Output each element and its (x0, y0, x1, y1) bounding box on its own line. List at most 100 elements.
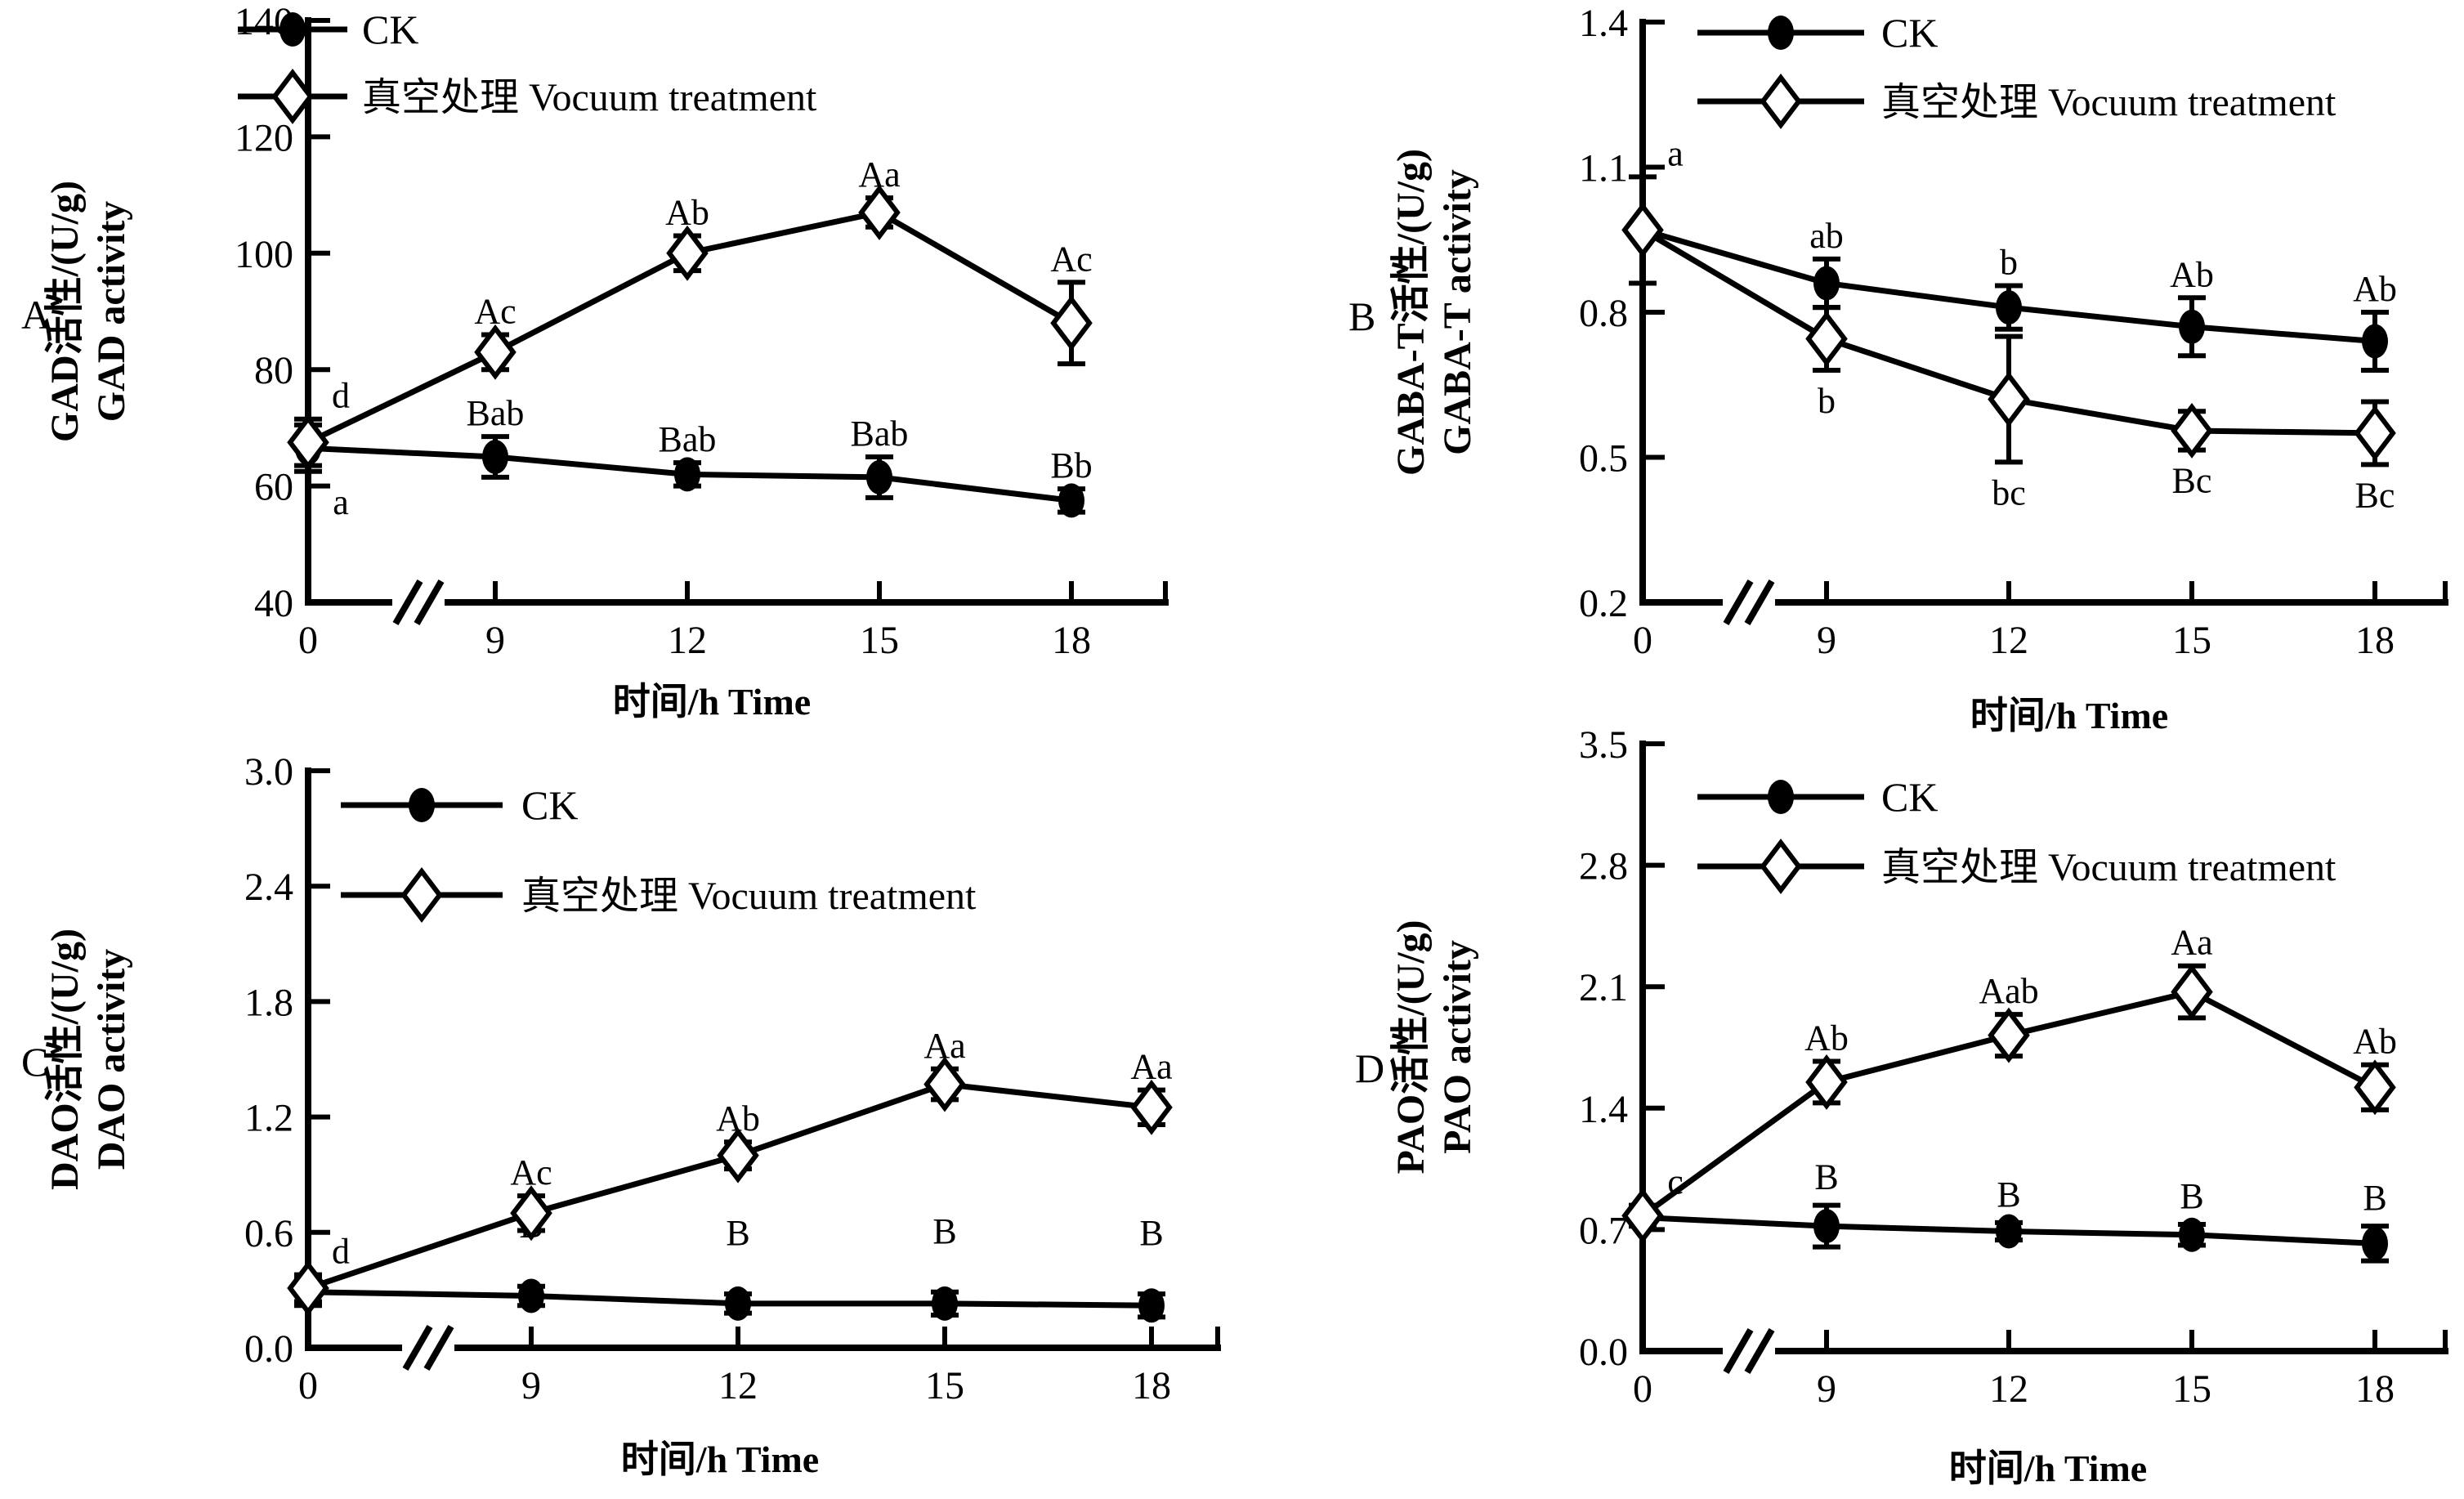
panel-B-x-axis-title: 时间/h Time (1970, 695, 2168, 736)
panel-C-series-treatment-point-15h (923, 1056, 966, 1112)
panel-B-sig-label-ck-15h: Ab (2170, 254, 2214, 294)
panel-B-y-tick-label: 0.5 (1579, 437, 1628, 481)
panel-D-sig-label-treatment-9h: Ab (1804, 1018, 1849, 1058)
panel-A-x-tick-label: 0 (298, 619, 318, 662)
panel-B-legend-ck-label: CK (1881, 10, 1938, 56)
panel-B-sig-label-ck-18h: Ab (2353, 269, 2397, 309)
panel-A-series-treatment-point-9h (474, 324, 517, 380)
panel-B-y-axis-title-cn: GABA-T活性/(U/g) (1389, 149, 1433, 476)
panel-D-sig-label-ck-9h: B (1814, 1157, 1838, 1197)
panel-C: 0.00.61.21.82.43.009121518BBBBdAcAbAaAaC… (21, 750, 1221, 1480)
panel-D-x-tick-label: 9 (1817, 1367, 1836, 1411)
panel-B-series-treatment-point-9h (1805, 311, 1848, 367)
panel-B-y-tick-label: 1.1 (1579, 147, 1628, 190)
panel-B-series-treatment-point-0h (1621, 202, 1664, 258)
panel-B-x-tick-label: 12 (1989, 619, 2028, 662)
panel-A-series-ck-point-18h (1058, 483, 1084, 518)
panel-A-series-ck-point-12h (674, 457, 700, 492)
panel-D-series-ck-point-18h (2362, 1226, 2388, 1261)
panel-C-sig-label-treatment-12h: Ab (716, 1099, 760, 1139)
panel-B: 0.2 0.5 0.8 1.1 1.4 0 9 12 15 18 a ab b Ab Ab b bc Bc Bc CK… (1348, 2, 2448, 736)
axis-break-icon (1744, 1328, 1775, 1374)
axis-break-gap (1723, 1346, 1775, 1356)
panel-C-x-tick-label: 0 (298, 1364, 318, 1407)
panel-D-series-ck-point-15h (2179, 1217, 2205, 1252)
panel-B-x-tick-label: 0 (1633, 619, 1652, 662)
panel-C-legend-ck-marker (409, 788, 435, 822)
panel-D-y-axis-title-cn: PAO活性/(U/g) (1389, 920, 1433, 1174)
panel-D-sig-label-ck-12h: B (1997, 1175, 2020, 1215)
panel-C-series-treatment-point-12h (717, 1127, 759, 1184)
panel-B-sig-label-treatment-12h: bc (1992, 472, 2026, 512)
panel-C-series-ck-point-12h (725, 1286, 751, 1321)
panel-C-y-tick-label: 2.4 (244, 866, 293, 909)
axis-break-icon (1723, 579, 1754, 625)
panel-C-sig-label-ck-18h: B (1139, 1213, 1163, 1253)
panel-D-series-treatment-point-18h (2354, 1059, 2396, 1116)
panel-C-sig-label-treatment-18h: Aa (1130, 1047, 1172, 1087)
panel-D-x-tick-label: 0 (1633, 1367, 1652, 1411)
panel-C-sig-label-treatment-15h: Aa (923, 1026, 965, 1066)
panel-D-legend-treatment-marker (1760, 839, 1802, 894)
panel-D-y-tick-label: 2.8 (1579, 845, 1628, 888)
axis-break-icon (1723, 1328, 1754, 1374)
panel-C-series-treatment-point-18h (1130, 1079, 1173, 1135)
panel-B-series-ck-point-12h (1996, 290, 2022, 325)
panel-D-series-ck-point-9h (1813, 1209, 1840, 1244)
panel-D-letter: D (1355, 1045, 1384, 1091)
panel-D-series-treatment-point-9h (1805, 1054, 1848, 1110)
panel-C-sig-label-ck-15h: B (932, 1211, 956, 1251)
panel-B-series-treatment-point-18h (2354, 405, 2396, 461)
panel-A-sig-label-treatment-18h: Ac (1050, 239, 1092, 279)
panel-A-series-ck-point-15h (866, 459, 892, 494)
panel-B-y-tick-label: 1.4 (1579, 2, 1628, 45)
panel-A-x-tick-label: 18 (1052, 619, 1091, 662)
axis-break-icon (402, 1325, 433, 1371)
panel-A-sig-label-ck-9h: Bab (467, 393, 525, 433)
axis-break-icon (414, 579, 445, 625)
panel-C-x-axis-title: 时间/h Time (621, 1439, 819, 1480)
panel-C-series-treatment-point-9h (510, 1185, 552, 1242)
panel-B-sig-label-ck-9h: ab (1809, 216, 1844, 256)
panel-A-legend-ck-label: CK (362, 7, 418, 52)
panel-C-series-treatment-point-0h (287, 1260, 329, 1317)
panel-A-legend-ck-marker (279, 12, 306, 47)
panel-D-series-ck-point-12h (1996, 1214, 2022, 1249)
panel-A-y-axis-title-en: GAD activity (90, 201, 133, 423)
panel-A-x-tick-label: 12 (668, 619, 707, 662)
panel-A-sig-label-treatment-15h: Aa (858, 154, 900, 195)
panel-A-sig-label-ck-18h: Bb (1050, 445, 1092, 485)
panel-D-sig-label-ck-18h: B (2363, 1178, 2386, 1218)
panel-B-y-tick-label: 0.2 (1579, 582, 1628, 625)
panel-C-x-tick-label: 12 (718, 1364, 758, 1407)
panel-D-series-treatment-point-0h (1621, 1188, 1664, 1244)
panel-B-series-treatment-point-12h (1988, 371, 2030, 427)
panel-B-series-ck-point-18h (2362, 324, 2388, 359)
panel-A-series-ck-point-9h (482, 440, 508, 474)
panel-D-sig-label-treatment-12h: Aab (1979, 971, 2038, 1011)
panel-A-sig-label-treatment-0h: d (332, 376, 350, 416)
panel-B-x-tick-label: 15 (2172, 619, 2211, 662)
panel-D-sig-label-treatment-0h: c (1667, 1162, 1684, 1202)
panel-C-series-ck-point-15h (932, 1286, 958, 1321)
panel-A-x-tick-label: 9 (485, 619, 505, 662)
panel-D-y-tick-label: 3.5 (1579, 723, 1628, 767)
panel-A-sig-label-ck-12h: Bab (659, 419, 717, 459)
panel-A-y-tick-label: 60 (254, 466, 293, 509)
panel-B-x-tick-label: 18 (2355, 619, 2395, 662)
panel-D-x-tick-label: 12 (1989, 1367, 2028, 1411)
panel-A-sig-label-ck-0h: a (333, 482, 349, 522)
panel-C-legend-treatment-label: 真空处理 Vocuum treatment (521, 875, 977, 918)
panel-B-legend-treatment-marker (1760, 74, 1802, 129)
panel-A-sig-label-treatment-9h: Ac (474, 291, 516, 331)
panel-B-y-axis-title-en: GABA-T activity (1436, 169, 1479, 455)
panel-D-sig-label-treatment-18h: Ab (2353, 1022, 2397, 1062)
panel-C-x-tick-label: 18 (1132, 1364, 1171, 1407)
panel-A-series-treatment-point-15h (858, 184, 901, 240)
panel-D: 0.0 0.7 1.4 2.1 2.8 3.5 0 9 12 15 18 B B B Bc Ab Aab Aa Ab… (1355, 723, 2448, 1489)
panel-C-x-tick-label: 15 (925, 1364, 964, 1407)
panel-B-x-tick-label: 9 (1817, 619, 1836, 662)
panel-A-legend-treatment-label: 真空处理 Vocuum treatment (362, 76, 817, 119)
panel-D-legend-treatment-label: 真空处理 Vocuum treatment (1881, 846, 2337, 889)
